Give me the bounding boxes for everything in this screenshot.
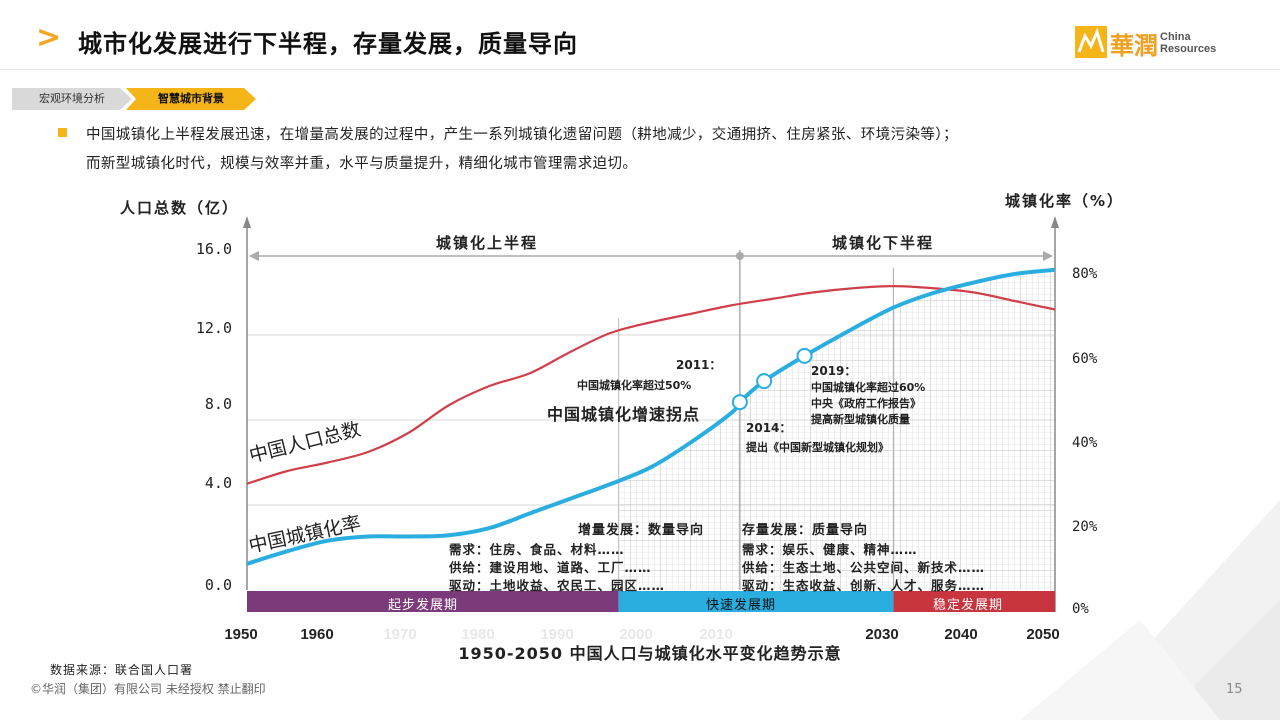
y-axis-right-label: 城镇化率（%） bbox=[1005, 192, 1125, 210]
period-bar-2 bbox=[893, 591, 1055, 612]
y-left-tick: 16.0 bbox=[195, 240, 232, 258]
stock-demand: 需求：娱乐、健康、精神…… bbox=[742, 542, 918, 557]
annotation-2014-text: 提出《中国新型城镇化规划》 bbox=[746, 441, 889, 454]
phase-label-first-half: 城镇化上半程 bbox=[436, 234, 539, 252]
x-tick: 2040 bbox=[944, 626, 978, 643]
incremental-demand: 需求：住房、食品、材料…… bbox=[449, 542, 625, 557]
annotation-2014-year: 2014： bbox=[746, 421, 792, 435]
period-label-initial: 起步发展期 bbox=[388, 598, 459, 613]
y-axis-right-arrow bbox=[1051, 216, 1059, 228]
stock-drive: 驱动：生态收益、创新、人才、服务…… bbox=[742, 578, 986, 593]
incremental-title: 增量发展：数量导向 bbox=[578, 523, 705, 538]
x-tick: 1960 bbox=[300, 626, 334, 643]
bullet-square-icon bbox=[58, 128, 67, 137]
y-right-tick: 0% bbox=[1072, 601, 1089, 617]
grid-area bbox=[618, 269, 1055, 590]
x-tick: 2050 bbox=[1026, 626, 1060, 643]
background-decoration bbox=[1020, 500, 1280, 720]
phase-label-second-half: 城镇化下半程 bbox=[832, 234, 935, 252]
logo-en-line1: China bbox=[1160, 31, 1191, 43]
title-chevron-icon: > bbox=[36, 20, 62, 55]
data-source: 数据来源：联合国人口署 bbox=[50, 663, 194, 677]
period-label-stable: 稳定发展期 bbox=[933, 598, 1004, 613]
x-tick: 2000 bbox=[619, 626, 653, 643]
y-axis-left-label: 人口总数（亿） bbox=[120, 199, 240, 217]
annotation-2019-line2: 中央《政府工作报告》 bbox=[811, 397, 921, 410]
intro-line-2: 而新型城镇化时代，规模与效率并重，水平与质量提升，精细化城市管理需求迫切。 bbox=[86, 156, 638, 172]
x-tick: 1980 bbox=[461, 626, 495, 643]
phase-arrow-right bbox=[1043, 251, 1053, 261]
phase-arrow-left bbox=[249, 251, 259, 261]
y-axis-left-arrow bbox=[243, 216, 251, 228]
intro-paragraph: 中国城镇化上半程发展迅速，在增量高发展的过程中，产生一系列城镇化遗留问题（耕地减… bbox=[86, 121, 1226, 179]
title-divider bbox=[0, 69, 1280, 70]
logo-en-line2: Resources bbox=[1160, 43, 1217, 55]
y-right-tick: 80% bbox=[1072, 266, 1098, 282]
milestone-marker-2014 bbox=[756, 373, 773, 390]
series-lines bbox=[246, 267, 1056, 566]
stock-title: 存量发展：质量导向 bbox=[742, 523, 869, 538]
y-right-tick: 40% bbox=[1072, 435, 1098, 451]
incremental-drive: 驱动：土地收益、农民工、园区…… bbox=[449, 578, 666, 593]
grid-fill bbox=[618, 269, 1055, 590]
breadcrumb-item-smart-city[interactable]: 智慧城市背景 bbox=[126, 88, 256, 110]
copyright: ©华润（集团）有限公司 未经授权 禁止翻印 bbox=[30, 682, 266, 696]
x-tick: 1990 bbox=[540, 626, 574, 643]
y-right-tick: 20% bbox=[1072, 519, 1098, 535]
incremental-supply: 供给：建设用地、道路、工厂…… bbox=[449, 560, 652, 575]
axes bbox=[243, 216, 1059, 612]
x-tick: 2030 bbox=[865, 626, 899, 643]
y-left-tick: 0.0 bbox=[204, 576, 232, 594]
x-tick: 1950 bbox=[224, 626, 258, 643]
period-bar-1 bbox=[618, 591, 894, 612]
stock-supply: 供给：生态土地、公共空间、新技术…… bbox=[742, 560, 986, 575]
y-left-tick: 4.0 bbox=[204, 474, 232, 492]
annotation-turning-point: 中国城镇化增速拐点 bbox=[547, 405, 701, 424]
page-title: 城市化发展进行下半程，存量发展，质量导向 bbox=[78, 30, 578, 58]
urbanization-line bbox=[246, 267, 1056, 566]
y-left-tick: 8.0 bbox=[204, 395, 232, 413]
period-bars bbox=[247, 591, 1055, 612]
population-line bbox=[246, 285, 1056, 485]
annotation-2011-year: 2011： bbox=[676, 358, 722, 372]
annotation-2019-line3: 提高新型城镇化质量 bbox=[811, 413, 910, 426]
intro-line-1: 中国城镇化上半程发展迅速，在增量高发展的过程中，产生一系列城镇化遗留问题（耕地减… bbox=[86, 127, 958, 143]
x-tick: 2010 bbox=[699, 626, 733, 643]
annotation-2019-line1: 中国城镇化率超过60% bbox=[811, 381, 926, 394]
page-number: 15 bbox=[1226, 682, 1243, 697]
phase-divider-dot bbox=[735, 252, 744, 260]
china-resources-logo-icon bbox=[1075, 26, 1107, 58]
logo-text-cn: 華潤 bbox=[1110, 31, 1158, 60]
milestone-marker-2019 bbox=[796, 347, 813, 364]
milestone-marker-2011 bbox=[731, 394, 748, 411]
chart-caption: 1950-2050 中国人口与城镇化水平变化趋势示意 bbox=[458, 644, 842, 663]
annotation-2011-text: 中国城镇化率超过50% bbox=[577, 379, 692, 392]
period-bar-0 bbox=[247, 591, 619, 612]
logo-text-en: China Resources bbox=[1160, 31, 1216, 55]
breadcrumb-item-macro[interactable]: 宏观环境分析 bbox=[12, 88, 132, 110]
x-tick: 1970 bbox=[383, 626, 417, 643]
annotation-2019-year: 2019： bbox=[811, 364, 857, 378]
y-right-tick: 60% bbox=[1072, 351, 1098, 367]
milestone-markers bbox=[731, 347, 813, 411]
period-label-rapid: 快速发展期 bbox=[706, 598, 777, 613]
y-left-tick: 12.0 bbox=[195, 319, 232, 337]
